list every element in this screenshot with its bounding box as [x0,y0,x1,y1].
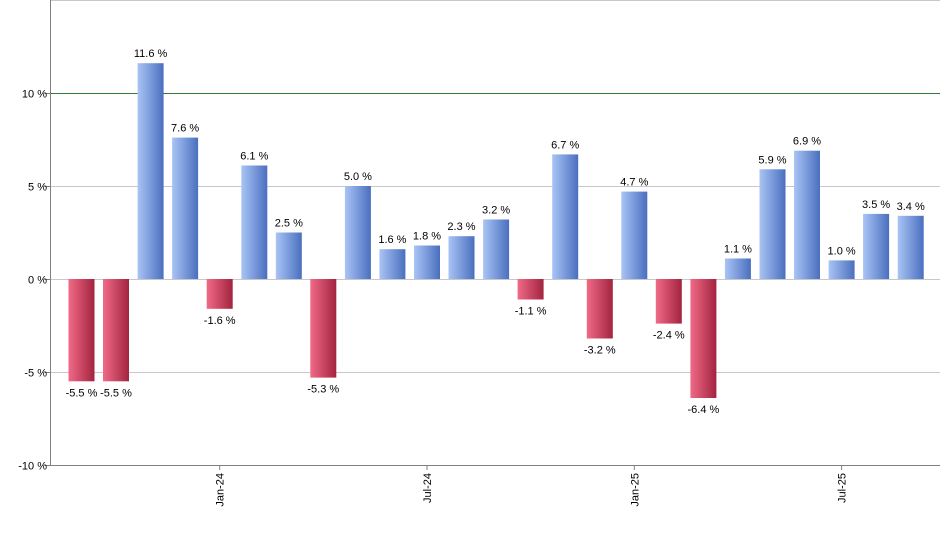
x-tick-label: Jul-25 [837,473,849,503]
data-labels: -5.5 % -5.5 % 11.6 % 7.6 % -1.6 % 6.1 % 2.5 % -… [66,48,925,416]
bar-Nov-24 [552,154,579,279]
data-label: -5.5 % [66,387,98,399]
x-tick-label: Jan-24 [215,473,227,507]
bar-Mar-24 [275,232,302,279]
data-label: 4.7 % [620,177,648,189]
data-label: 1.1 % [724,244,752,256]
data-label: 6.7 % [551,139,579,151]
bar-Aug-25 [863,213,890,279]
data-label: 1.0 % [828,245,856,257]
gridlines [50,0,940,373]
data-label: 3.2 % [482,205,510,217]
y-axis-ticks: 10 % 5 % 0 % -5 % -10 % [18,89,50,473]
bar-Dec-24 [586,279,613,339]
bar-Nov-23 [137,63,164,280]
data-label: 11.6 % [134,48,168,60]
bar-Jan-25 [621,191,648,279]
y-tick-label: 0 % [28,275,47,287]
data-label: 3.5 % [862,199,890,211]
data-label: -2.4 % [653,330,685,342]
data-label: 1.8 % [413,231,441,243]
y-tick-label: 10 % [22,89,47,101]
y-tick-label: 5 % [28,182,47,194]
data-label: -5.3 % [307,384,339,396]
bar-Jun-25 [794,150,820,279]
bar-Jun-24 [379,249,406,279]
bar-Dec-23 [172,137,199,279]
data-label: -5.5 % [100,387,132,399]
bar-Jul-25 [828,260,855,279]
bar-Sep-24 [483,219,510,279]
bar-Apr-25 [724,258,751,279]
x-tick-label: Jul-24 [422,473,434,503]
axes [50,0,940,466]
bar-Feb-25 [655,279,682,324]
data-label: 5.0 % [344,171,372,183]
data-label: 5.9 % [758,154,786,166]
data-label: 6.1 % [240,151,268,163]
bar-Sep-25 [897,215,924,279]
bar-Aug-24 [448,236,475,279]
y-tick-label: -5 % [24,368,47,380]
x-axis-ticks: Jan-24 Jul-24 Jan-25 Jul-25 [215,465,849,507]
data-label: -1.6 % [204,315,236,327]
bar-Feb-24 [241,165,268,279]
data-label: -1.1 % [515,306,547,318]
x-tick-label: Jan-25 [629,473,641,507]
data-label: 6.9 % [793,136,821,148]
data-label: 1.6 % [378,234,406,246]
data-label: 2.3 % [447,221,475,233]
bar-Mar-25 [690,279,717,398]
bar-Jan-24 [206,279,233,309]
data-label: -6.4 % [688,404,720,416]
data-label: 7.6 % [171,123,199,135]
bar-Jul-24 [414,245,440,279]
bar-Sep-23 [68,279,95,382]
y-tick-label: -10 % [18,461,47,473]
data-label: -3.2 % [584,345,616,357]
data-label: 2.5 % [275,218,303,230]
data-label: 3.4 % [897,201,925,213]
bar-Oct-23 [103,279,129,382]
bar-May-25 [759,169,786,279]
bar-Apr-24 [310,279,337,378]
bar-Oct-24 [517,279,544,300]
bars [68,63,924,398]
bar-May-24 [344,186,371,279]
